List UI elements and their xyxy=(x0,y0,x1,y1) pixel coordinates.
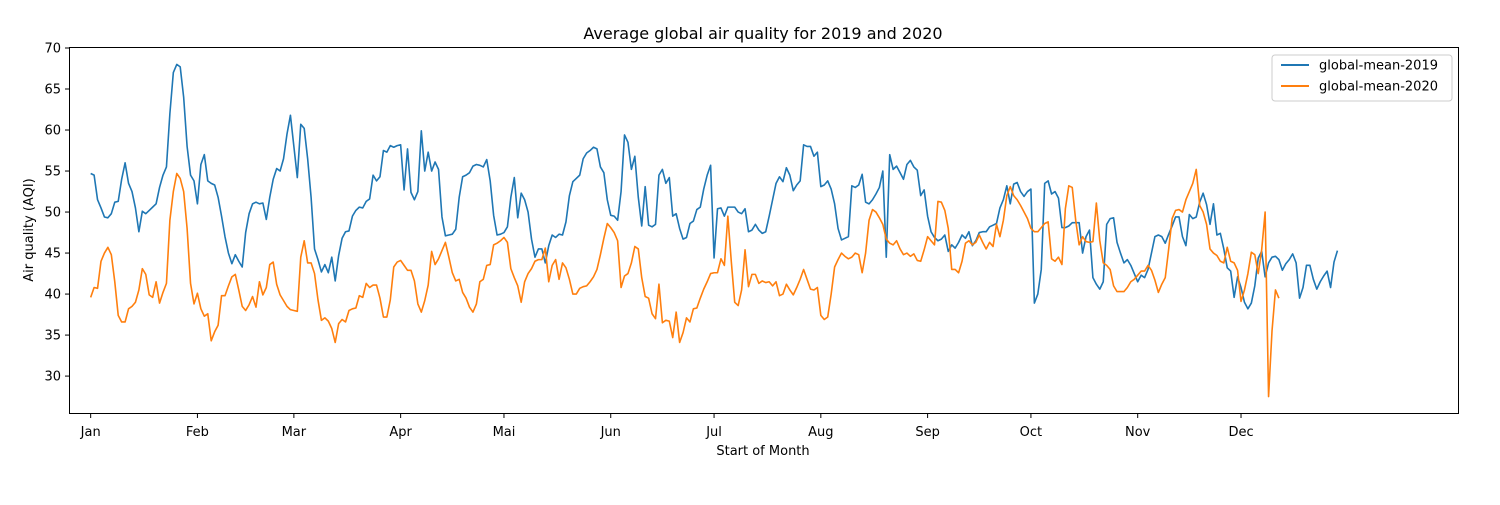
x-tick-label: Jul xyxy=(705,425,722,440)
y-tick-label: 60 xyxy=(44,124,61,139)
x-tick-label: Jan xyxy=(80,425,101,440)
x-tick-label: Apr xyxy=(389,425,412,440)
legend-label-global-mean-2020: global-mean-2020 xyxy=(1319,80,1438,95)
y-axis-ticks: 30 35 40 45 50 55 60 65 70 xyxy=(44,42,70,385)
legend: global-mean-2019 global-mean-2020 xyxy=(1271,54,1453,102)
x-tick-label: Dec xyxy=(1228,425,1253,440)
y-tick-label: 65 xyxy=(44,83,61,98)
y-tick-label: 70 xyxy=(44,42,61,57)
series-line-global-mean-2020 xyxy=(89,168,1280,398)
x-axis-ticks: Jan Feb Mar Apr Mai Jun Jul Aug Sep Oct Nov Dec xyxy=(80,413,1254,440)
series-line-global-mean-2019 xyxy=(90,63,1339,310)
x-axis-label: Start of Month xyxy=(716,444,809,459)
x-tick-label: Sep xyxy=(915,425,940,440)
x-tick-label: Nov xyxy=(1125,425,1151,440)
x-tick-label: Feb xyxy=(186,425,209,440)
x-tick-label: Aug xyxy=(808,425,833,440)
y-tick-label: 40 xyxy=(44,288,61,303)
y-tick-label: 55 xyxy=(44,165,61,180)
legend-box xyxy=(1271,54,1453,102)
legend-label-global-mean-2019: global-mean-2019 xyxy=(1319,59,1438,74)
x-tick-label: Oct xyxy=(1020,425,1042,440)
y-tick-label: 35 xyxy=(44,329,61,344)
y-tick-label: 30 xyxy=(44,370,61,385)
plot-frame xyxy=(69,47,1459,414)
y-tick-label: 50 xyxy=(44,206,61,221)
y-axis-label: Air quality (AQI) xyxy=(22,178,37,281)
chart-title: Average global air quality for 2019 and … xyxy=(583,24,942,43)
y-tick-label: 45 xyxy=(44,247,61,262)
x-tick-label: Jun xyxy=(600,425,621,440)
x-tick-label: Mai xyxy=(493,425,516,440)
plot-series xyxy=(89,63,1339,398)
x-tick-label: Mar xyxy=(282,425,307,440)
